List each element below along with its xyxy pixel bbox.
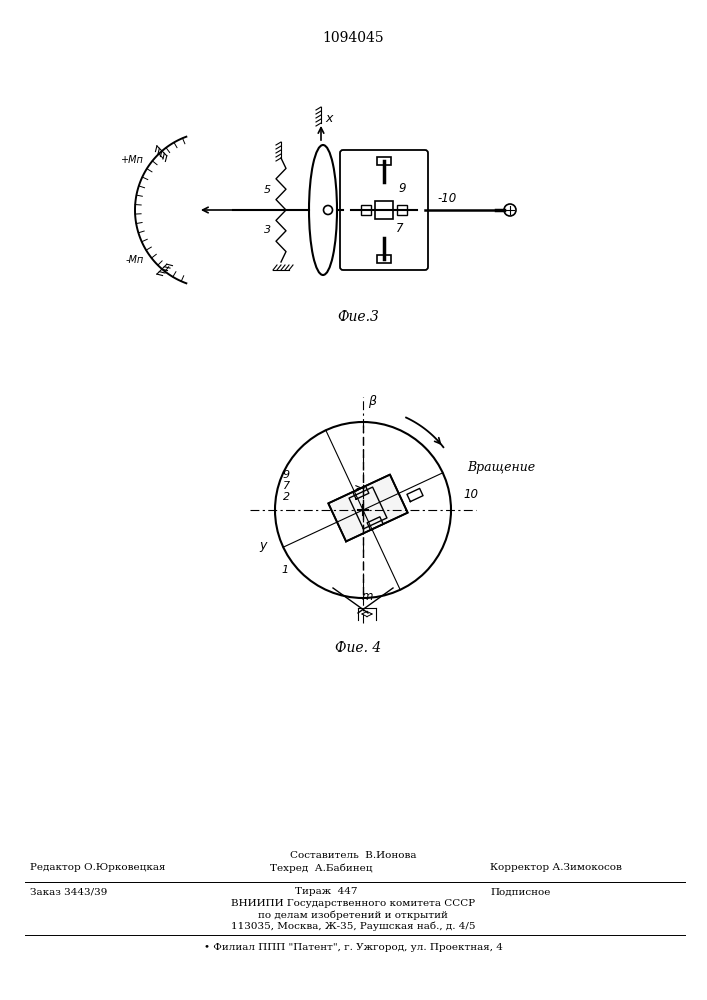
Text: • Филиал ППП "Патент", г. Ужгород, ул. Проектная, 4: • Филиал ППП "Патент", г. Ужгород, ул. П…	[204, 942, 503, 952]
Bar	[377, 157, 391, 165]
Text: +Мп: +Мп	[121, 155, 144, 165]
Polygon shape	[328, 475, 408, 541]
Text: ВНИИПИ Государственного комитета СССР: ВНИИПИ Государственного комитета СССР	[231, 900, 475, 908]
Bar	[375, 201, 393, 219]
Text: 5: 5	[264, 185, 271, 195]
Bar	[397, 205, 407, 215]
Bar	[377, 255, 391, 263]
Text: Заказ 3443/39: Заказ 3443/39	[30, 888, 107, 896]
Text: 9: 9	[283, 470, 290, 480]
Text: Подписное: Подписное	[490, 888, 550, 896]
Text: Корректор А.Зимокосов: Корректор А.Зимокосов	[490, 863, 622, 872]
Text: 1094045: 1094045	[322, 31, 384, 45]
Text: Тираж  447: Тираж 447	[295, 888, 358, 896]
Text: y: y	[259, 538, 267, 552]
Text: 10: 10	[463, 488, 478, 502]
Text: Составитель  В.Ионова: Составитель В.Ионова	[290, 850, 416, 859]
Text: 7: 7	[283, 481, 290, 491]
Text: Фие. 4: Фие. 4	[335, 641, 381, 655]
Text: 7: 7	[396, 222, 404, 234]
Text: 9: 9	[398, 182, 406, 194]
Text: 2: 2	[283, 492, 290, 502]
Text: m: m	[361, 590, 373, 603]
Text: 3: 3	[264, 225, 271, 235]
Bar	[361, 205, 371, 215]
Text: Техред  А.Бабинец: Техред А.Бабинец	[270, 863, 373, 873]
Text: -Мп: -Мп	[126, 255, 144, 265]
Text: -10: -10	[437, 192, 456, 205]
Text: x: x	[325, 112, 332, 125]
Text: Вращение: Вращение	[467, 462, 535, 475]
Text: Фие.3: Фие.3	[337, 310, 379, 324]
Text: β: β	[368, 395, 376, 408]
Text: 113035, Москва, Ж-35, Раушская наб., д. 4/5: 113035, Москва, Ж-35, Раушская наб., д. …	[230, 921, 475, 931]
Text: Редактор О.Юрковецкая: Редактор О.Юрковецкая	[30, 863, 165, 872]
Text: по делам изобретений и открытий: по делам изобретений и открытий	[258, 910, 448, 920]
Text: 1: 1	[281, 565, 288, 575]
